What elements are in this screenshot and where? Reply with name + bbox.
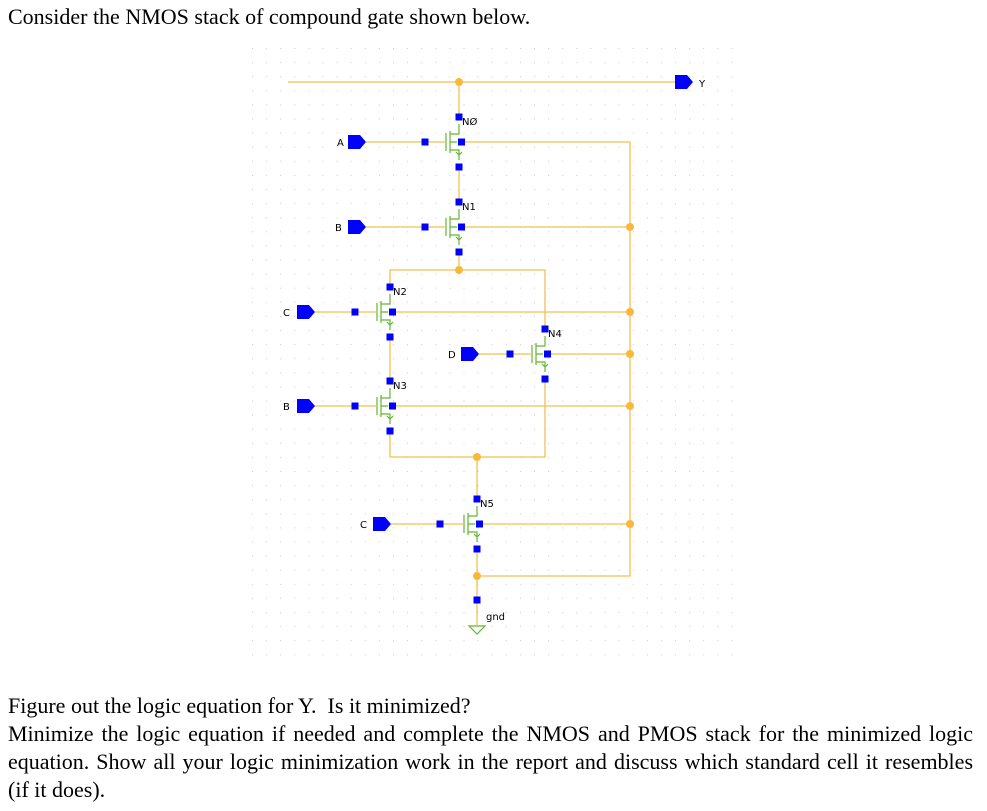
input-pin <box>348 135 366 149</box>
input-pin <box>373 517 391 531</box>
input-pin <box>461 347 479 361</box>
input-label: B <box>283 402 290 413</box>
schematic: Y gnd NØ N1 N2 N3 N4 N5 A B C B D C <box>250 46 738 666</box>
paragraph: Minimize the logic equation if needed an… <box>8 721 979 802</box>
terminal <box>541 325 549 333</box>
input-pin <box>348 220 366 234</box>
input-label: A <box>337 138 344 149</box>
terminal <box>455 113 463 121</box>
terminal <box>476 520 483 528</box>
ground-symbol <box>467 625 487 635</box>
grid <box>250 46 738 666</box>
terminal <box>473 545 481 553</box>
junctions <box>455 78 634 580</box>
input-pin <box>297 399 315 413</box>
terminal <box>386 427 394 435</box>
terminal <box>421 223 429 231</box>
terminal <box>455 163 463 171</box>
terminal <box>386 333 394 341</box>
input-label: C <box>283 308 290 319</box>
instructions: Figure out the logic equation for Y. Is … <box>8 692 973 804</box>
terminal <box>541 375 549 383</box>
terminal <box>389 402 396 410</box>
terminal <box>544 350 551 358</box>
terminal <box>455 248 463 256</box>
output-pin <box>675 75 693 89</box>
ground-label: gnd <box>486 612 505 623</box>
terminal <box>389 308 396 316</box>
ground-pin <box>473 596 481 604</box>
terminal <box>473 495 481 503</box>
transistor-label: N5 <box>480 499 494 510</box>
terminal <box>455 198 463 206</box>
terminal <box>351 402 359 410</box>
terminal <box>458 138 465 146</box>
terminal <box>386 283 394 291</box>
input-label: B <box>335 223 342 234</box>
input-pin <box>297 305 315 319</box>
paragraph: Figure out the logic equation for Y. Is … <box>8 693 471 718</box>
transistor-label: N3 <box>393 381 407 392</box>
terminal <box>351 308 359 316</box>
wires <box>288 81 676 625</box>
input-label: D <box>448 350 456 361</box>
transistor-label: N4 <box>548 329 562 340</box>
terminal <box>421 138 429 146</box>
terminal <box>386 377 394 385</box>
header-text: Consider the NMOS stack of compound gate… <box>8 4 531 29</box>
transistor-label: N1 <box>462 202 476 213</box>
terminal <box>436 520 444 528</box>
input-label: C <box>360 520 367 531</box>
terminal <box>458 223 465 231</box>
transistor-label: NØ <box>462 116 477 128</box>
terminal <box>506 350 514 358</box>
output-label: Y <box>698 79 706 90</box>
transistor-label: N2 <box>393 287 407 298</box>
